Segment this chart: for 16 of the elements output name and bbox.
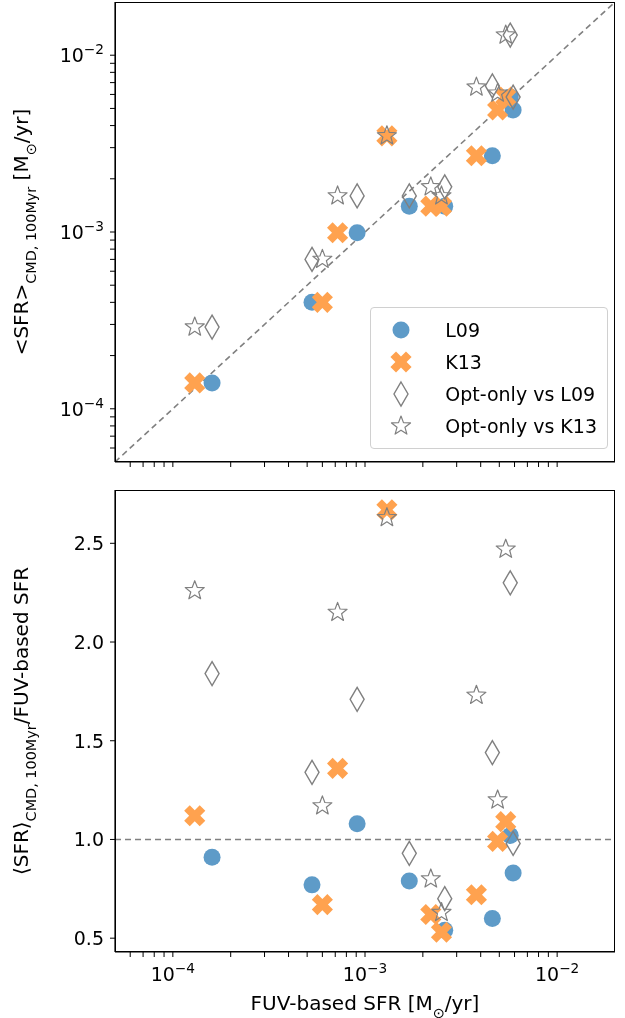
y-tick-label: 2.5: [73, 532, 104, 555]
x-tick-label: 10$^{−3}$: [342, 960, 388, 985]
y-tick-label: 0.5: [73, 927, 104, 950]
legend-label: Opt-only vs L09: [445, 383, 596, 405]
x-axis-title: FUV-based SFR [M$_{⊙}$/yr]: [250, 991, 480, 1018]
y-tick-label: 10$^{−4}$: [59, 394, 104, 420]
y-tick-label: 2.0: [73, 631, 104, 654]
legend-label: L09: [445, 319, 481, 341]
y-tick-label: 1.5: [73, 729, 104, 752]
y-tick-label: 1.0: [73, 828, 104, 851]
x-tick-label: 10$^{−2}$: [534, 960, 580, 985]
y-tick-label: 10$^{−3}$: [59, 218, 104, 243]
legend-label: K13: [445, 351, 482, 373]
y-tick-label: 10$^{−2}$: [59, 41, 104, 67]
x-tick-label: 10$^{−4}$: [150, 960, 196, 985]
legend-label: Opt-only vs K13: [445, 415, 597, 437]
